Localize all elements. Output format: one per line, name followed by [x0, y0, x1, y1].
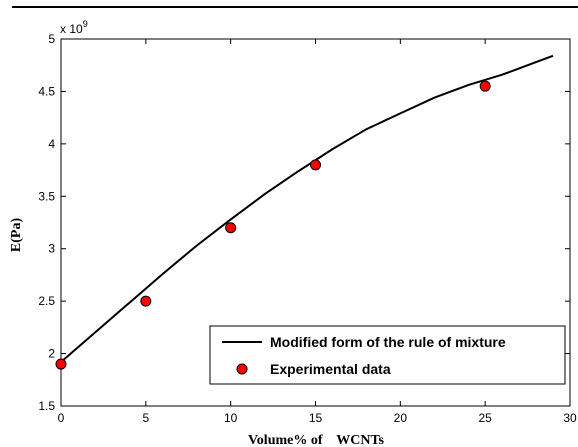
- legend-label-marker: Experimental data: [270, 361, 391, 377]
- x-tick-label: 25: [478, 411, 492, 425]
- y-axis-label: E(Pa): [9, 218, 24, 253]
- series-line-model: [60, 54, 554, 363]
- legend-box: [209, 325, 566, 385]
- legend-label-line: Modified form of the rule of mixture: [270, 334, 506, 350]
- x-tick-label: 15: [309, 411, 323, 425]
- x-axis-label: Volume% of WCNTs: [248, 433, 385, 447]
- x-axis-ticks: 0 5 10 15 20 25 30: [58, 39, 577, 425]
- x-tick-label: 10: [224, 411, 238, 425]
- y-tick-label: 1.5: [38, 399, 55, 413]
- y-tick-label: 2: [48, 347, 55, 361]
- y-multiplier-label: x 109: [60, 19, 88, 36]
- y-tick-label: 3: [48, 242, 55, 256]
- data-point: [55, 358, 67, 370]
- data-point: [479, 80, 491, 92]
- series-layer: [55, 54, 554, 370]
- data-point: [225, 222, 237, 234]
- x-tick-label: 30: [563, 411, 577, 425]
- y-tick-label: 5: [48, 32, 55, 46]
- y-tick-label: 4: [48, 137, 55, 151]
- x-tick-label: 20: [394, 411, 408, 425]
- top-rule: [12, 6, 578, 8]
- y-axis-ticks: 1.5 2 2.5 3 3.5 4 4.5 5: [38, 32, 570, 413]
- y-tick-label: 3.5: [38, 189, 55, 203]
- data-point: [140, 295, 152, 307]
- legend: Modified form of the rule of mixture Exp…: [209, 325, 566, 385]
- legend-marker-swatch: [236, 363, 248, 375]
- x-tick-label: 0: [58, 411, 65, 425]
- data-point: [310, 159, 321, 171]
- y-tick-label: 2.5: [38, 294, 55, 308]
- x-tick-label: 5: [142, 411, 149, 425]
- y-tick-label: 4.5: [38, 84, 55, 98]
